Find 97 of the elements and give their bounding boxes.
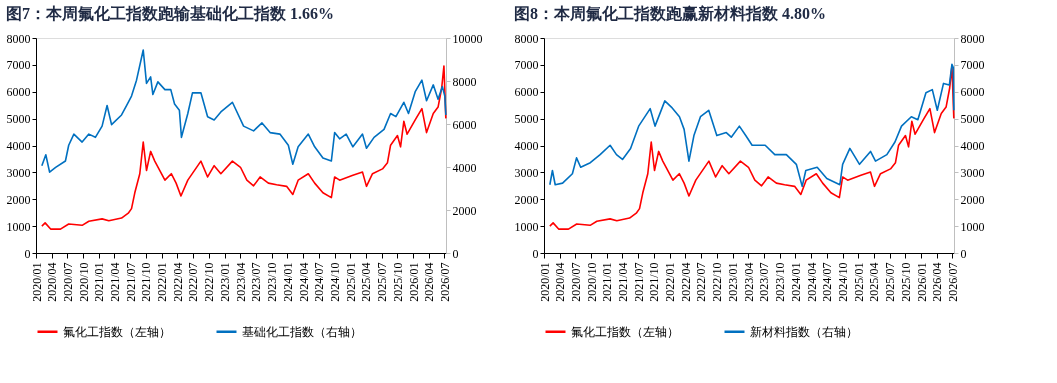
legend-label: 氟化工指数（左轴）: [63, 324, 171, 339]
y-tick-label: 4000: [514, 139, 539, 153]
y-tick-label: 0: [24, 246, 31, 261]
y2-tick-label: 8000: [452, 74, 477, 89]
x-tick-label: 2025/10: [898, 262, 913, 302]
line-series: [41, 65, 447, 230]
y-tick-label: 7000: [514, 58, 539, 73]
x-tick-label: 2022/07: [694, 262, 709, 302]
x-tick-label: 2023/01: [218, 262, 233, 302]
y2-tick-label: 3000: [960, 165, 985, 180]
x-tick-label: 2024/07: [312, 262, 327, 302]
x-tick-label: 2020/07: [60, 262, 75, 302]
x-tick-label: 2020/07: [568, 262, 583, 302]
x-tick-label: 2024/04: [804, 262, 819, 302]
x-tick-label: 2023/01: [726, 262, 741, 302]
y-tick-label: 3000: [514, 165, 539, 180]
legend-label: 基础化工指数（右轴）: [242, 324, 362, 339]
y-tick-label: 1000: [6, 219, 31, 234]
y-tick-label: 2000: [514, 192, 539, 207]
y2-tick-label: 6000: [452, 117, 477, 132]
x-tick-label: 2025/10: [390, 262, 405, 302]
x-tick-label: 2023/07: [757, 262, 772, 302]
x-tick-label: 2026/04: [422, 262, 437, 302]
y-tick-label: 7000: [6, 58, 31, 73]
y-tick-label: 5000: [6, 112, 31, 127]
x-tick-label: 2026/04: [930, 262, 945, 302]
x-tick-label: 2024/01: [788, 262, 803, 302]
x-tick-label: 2021/01: [92, 262, 107, 302]
x-tick-label: 2020/01: [537, 262, 552, 302]
x-tick-label: 2026/01: [406, 262, 421, 302]
x-tick-label: 2024/01: [280, 262, 295, 302]
x-tick-label: 2025/04: [359, 262, 374, 302]
chart-title: 图8：本周氟化工指数跑赢新材料指数 4.80%: [514, 5, 826, 22]
x-tick-label: 2021/04: [107, 262, 122, 302]
line-series: [41, 49, 447, 173]
x-tick-label: 2021/07: [631, 262, 646, 302]
y2-tick-label: 4000: [452, 160, 477, 175]
x-tick-label: 2021/07: [123, 262, 138, 302]
x-tick-label: 2020/04: [553, 262, 568, 302]
x-tick-label: 2022/10: [202, 262, 217, 302]
y2-tick-label: 2000: [452, 203, 477, 218]
x-tick-label: 2024/07: [820, 262, 835, 302]
x-tick-label: 2020/10: [584, 262, 599, 302]
y2-tick-label: 10000: [452, 31, 483, 46]
y-tick-label: 6000: [6, 85, 31, 100]
x-tick-label: 2022/04: [678, 262, 693, 302]
x-tick-label: 2026/01: [914, 262, 929, 302]
x-tick-label: 2023/04: [741, 262, 756, 302]
x-tick-label: 2026/07: [945, 262, 960, 302]
y-tick-label: 2000: [6, 192, 31, 207]
y-tick-label: 8000: [514, 31, 539, 46]
x-tick-label: 2022/01: [663, 262, 678, 302]
chart-title: 图7：本周氟化工指数跑输基础化工指数 1.66%: [6, 5, 334, 22]
x-tick-label: 2025/01: [851, 262, 866, 302]
y2-tick-label: 8000: [960, 31, 985, 46]
x-tick-label: 2021/10: [647, 262, 662, 302]
x-tick-label: 2025/04: [867, 262, 882, 302]
x-tick-label: 2022/10: [710, 262, 725, 302]
y-tick-label: 5000: [514, 112, 539, 127]
x-tick-label: 2025/01: [343, 262, 358, 302]
y-tick-label: 0: [532, 246, 539, 261]
y2-tick-label: 0: [452, 246, 459, 261]
x-tick-label: 2022/07: [186, 262, 201, 302]
x-tick-label: 2020/04: [45, 262, 60, 302]
y2-tick-label: 4000: [960, 139, 985, 153]
y2-tick-label: 1000: [960, 219, 985, 234]
x-tick-label: 2022/01: [155, 262, 170, 302]
x-tick-label: 2020/01: [29, 262, 44, 302]
line-series: [549, 63, 955, 188]
x-tick-label: 2026/07: [437, 262, 452, 302]
y2-tick-label: 0: [960, 246, 967, 261]
x-tick-label: 2021/10: [139, 262, 154, 302]
x-tick-label: 2025/07: [375, 262, 390, 302]
y-tick-label: 4000: [6, 139, 31, 153]
x-tick-label: 2025/07: [883, 262, 898, 302]
y2-tick-label: 6000: [960, 85, 985, 100]
x-tick-label: 2021/01: [600, 262, 615, 302]
legend-label: 氟化工指数（左轴）: [571, 324, 679, 339]
legend-label: 新材料指数（右轴）: [750, 324, 858, 339]
y-tick-label: 1000: [514, 219, 539, 234]
y2-tick-label: 2000: [960, 192, 985, 207]
y-tick-label: 8000: [6, 31, 31, 46]
x-tick-label: 2023/04: [233, 262, 248, 302]
y-tick-label: 6000: [514, 85, 539, 100]
line-series: [549, 65, 955, 230]
x-tick-label: 2022/04: [170, 262, 185, 302]
x-tick-label: 2024/10: [328, 262, 343, 302]
x-tick-label: 2024/10: [836, 262, 851, 302]
y-tick-label: 3000: [6, 165, 31, 180]
x-tick-label: 2024/04: [296, 262, 311, 302]
x-tick-label: 2023/07: [249, 262, 264, 302]
y2-tick-label: 5000: [960, 112, 985, 127]
x-tick-label: 2021/04: [615, 262, 630, 302]
x-tick-label: 2023/10: [773, 262, 788, 302]
x-tick-label: 2023/10: [265, 262, 280, 302]
x-tick-label: 2020/10: [76, 262, 91, 302]
y2-tick-label: 7000: [960, 58, 985, 73]
